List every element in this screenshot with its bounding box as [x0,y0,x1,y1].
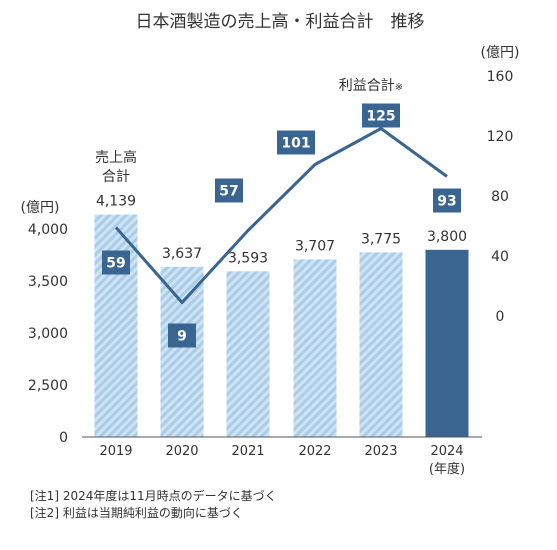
profit-line-series: 59 9 57 101 125 93 [102,103,461,348]
line-series-name-mark: ※ [395,82,403,93]
profit-value-box [277,130,315,155]
right-axis-tick-label: 120 [487,129,514,145]
sales-bar-label: 4,139 [96,194,136,210]
profit-value-label: 93 [437,194,456,210]
right-axis-tick-label: 0 [496,309,505,325]
profit-value-box [168,323,196,348]
left-axis-tick-label: 0 [59,430,68,446]
profit-value-label: 57 [219,184,238,200]
profit-value-box [215,178,243,203]
sales-bar-label: 3,707 [295,238,335,254]
x-axis-unit: (年度) [429,461,465,477]
left-axis-tick-label: 4,000 [28,222,68,238]
sales-bar-label: 3,800 [427,229,467,245]
right-axis-unit: (億円) [481,45,520,61]
sales-bar [160,266,204,437]
sales-bar [94,214,138,437]
x-axis-tick-label: 2024 [430,444,463,459]
left-axis-tick-label: 3,000 [28,326,68,342]
bar-series-name-line2: 合計 [102,169,130,185]
sales-bar-label: 3,593 [228,250,268,266]
sales-bar [293,259,337,437]
profit-value-box [433,188,461,213]
profit-value-label: 9 [177,329,187,345]
right-axis-tick-label: 160 [487,69,514,85]
right-axis-tick-label: 80 [491,189,509,205]
profit-value-box [362,103,400,128]
bar-series-name-line1: 売上高 [95,149,137,166]
x-axis-tick-label: 2020 [165,444,198,459]
sales-bar-label: 3,775 [361,231,401,247]
x-axis-tick-label: 2023 [364,444,397,459]
right-axis: 0 40 80 120 160 [487,69,514,325]
x-axis: 2019 2020 2021 2022 2023 2024 [82,436,482,459]
profit-value-label: 125 [366,109,395,125]
sales-bar [359,252,403,437]
profit-value-label: 59 [106,256,125,272]
left-axis-unit: (億円) [21,200,60,216]
bar-series: 4,139 3,637 3,593 3,707 3,775 3,800 [94,194,469,437]
profit-value-box [102,250,130,275]
left-axis-tick-label: 3,500 [28,274,68,290]
note-1: [注1] 2024年度は11月時点のデータに基づく [30,488,277,503]
right-axis-tick-label: 40 [491,249,509,265]
chart-title: 日本酒製造の売上高・利益合計 推移 [136,12,425,32]
sales-bar [425,249,469,437]
x-axis-tick-label: 2022 [298,444,331,459]
x-axis-tick-label: 2019 [99,444,132,459]
x-axis-tick-label: 2021 [231,444,264,459]
note-2: [注2] 利益は当期純利益の動向に基づく [30,505,243,520]
profit-value-label: 101 [281,136,310,152]
sales-bar-label: 3,637 [162,246,202,262]
profit-line [114,127,448,304]
left-axis: 0 2,500 3,000 3,500 4,000 [28,222,68,446]
line-series-name: 利益合計※ [339,78,403,94]
sales-bar [226,271,270,437]
left-axis-tick-label: 2,500 [28,378,68,394]
